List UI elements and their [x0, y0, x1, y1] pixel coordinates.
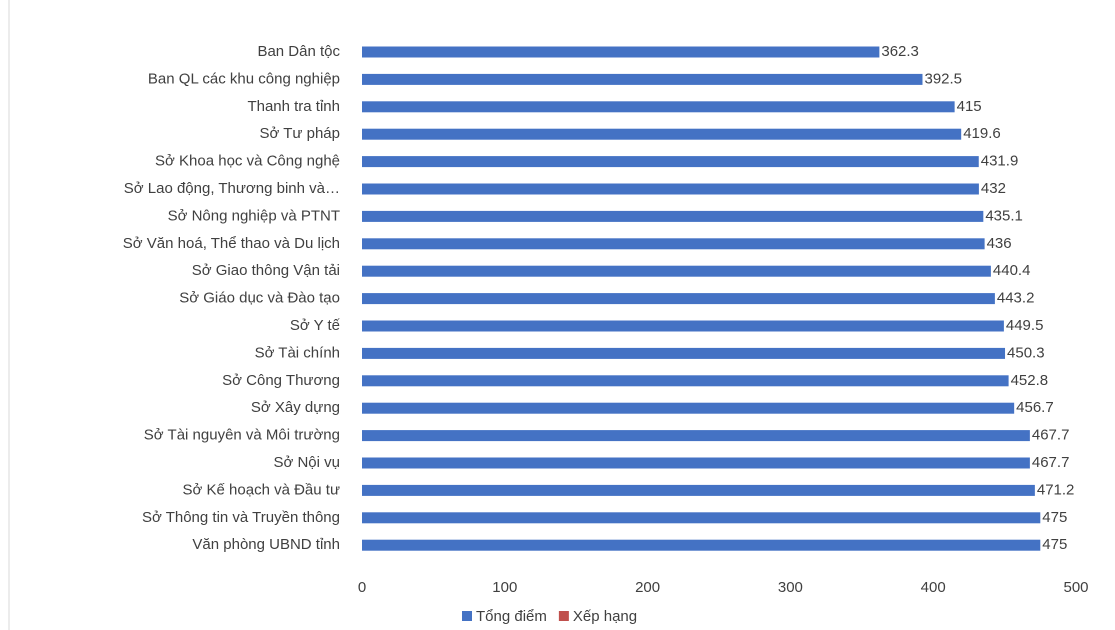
bar: [362, 210, 984, 222]
data-label: 432: [981, 180, 1006, 197]
y-tick-label: Ban Dân tộc: [257, 43, 340, 60]
x-tick-label: 300: [778, 579, 803, 596]
bar: [362, 46, 880, 58]
y-tick-label: Sở Công Thương: [222, 372, 340, 389]
y-tick-label: Sở Y tế: [290, 317, 341, 334]
data-label: 415: [957, 98, 982, 115]
bar: [362, 73, 923, 85]
x-tick-label: 0: [358, 579, 366, 596]
data-label: 475: [1042, 536, 1067, 553]
data-label: 419.6: [963, 125, 1001, 142]
bar: [362, 347, 1006, 359]
legend-label: Tổng điểm: [476, 608, 547, 625]
x-tick-label: 200: [635, 579, 660, 596]
x-tick-label: 100: [492, 579, 517, 596]
legend-label: Xếp hạng: [573, 608, 637, 625]
y-tick-label: Sở Kế hoạch và Đầu tư: [183, 481, 340, 498]
data-label: 435.1: [985, 207, 1023, 224]
data-label: 467.7: [1032, 454, 1070, 471]
y-tick-label: Sở Văn hoá, Thể thao và Du lịch: [123, 235, 340, 252]
data-label: 443.2: [997, 290, 1035, 307]
bar: [362, 430, 1030, 442]
data-label: 450.3: [1007, 344, 1045, 361]
bar: [362, 101, 955, 113]
y-tick-label: Sở Tư pháp: [260, 125, 340, 142]
legend-swatch: [558, 611, 569, 621]
data-label: 475: [1042, 509, 1067, 526]
y-tick-label: Sở Tài chính: [255, 344, 340, 361]
data-label: 449.5: [1006, 317, 1044, 334]
bar: [362, 293, 995, 305]
bar: [362, 402, 1015, 414]
data-label: 456.7: [1016, 399, 1054, 416]
y-tick-label: Thanh tra tỉnh: [247, 98, 340, 115]
y-tick-label: Sở Thông tin và Truyền thông: [142, 509, 340, 526]
bar: [362, 183, 979, 195]
bar: [362, 539, 1041, 551]
data-label: 440.4: [993, 262, 1031, 279]
y-tick-label: Sở Khoa học và Công nghệ: [155, 153, 340, 170]
data-label: 436: [987, 235, 1012, 252]
x-tick-label: 400: [921, 579, 946, 596]
y-tick-label: Sở Giáo dục và Đào tạo: [179, 290, 340, 307]
y-tick-label: Sở Nội vụ: [273, 454, 340, 471]
y-tick-label: Sở Tài nguyên và Môi trường: [144, 427, 340, 444]
data-label: 467.7: [1032, 427, 1070, 444]
bar: [362, 320, 1004, 332]
y-tick-label: Sở Giao thông Vận tải: [192, 262, 340, 279]
y-tick-label: Sở Xây dựng: [251, 399, 340, 416]
x-tick-label: 500: [1063, 579, 1088, 596]
y-tick-label: Sở Nông nghiệp và PTNT: [168, 207, 340, 224]
bar: [362, 156, 979, 168]
bar: [362, 512, 1041, 524]
y-tick-label: Ban QL các khu công nghiệp: [148, 70, 340, 87]
bar: [362, 375, 1009, 387]
y-tick-label: Sở Lao động, Thương binh và…: [124, 180, 340, 197]
bar: [362, 128, 962, 140]
data-label: 452.8: [1011, 372, 1049, 389]
data-label: 471.2: [1037, 481, 1075, 498]
bar: [362, 238, 985, 250]
data-label: 392.5: [924, 70, 962, 87]
data-label: 362.3: [881, 43, 919, 60]
bar: [362, 484, 1035, 496]
bar: [362, 457, 1030, 469]
y-tick-label: Văn phòng UBND tỉnh: [192, 536, 340, 553]
legend-swatch: [462, 611, 472, 621]
data-label: 431.9: [981, 153, 1019, 170]
bar: [362, 265, 991, 277]
